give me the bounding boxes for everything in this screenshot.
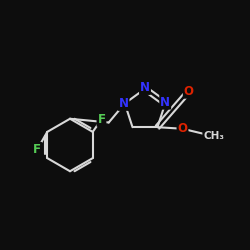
Text: CH₃: CH₃ [203,131,224,141]
Text: N: N [140,81,150,94]
Text: O: O [184,85,194,98]
Text: N: N [118,97,128,110]
Text: F: F [33,143,41,156]
Text: N: N [160,96,170,109]
Text: O: O [178,122,188,135]
Text: F: F [98,113,106,126]
